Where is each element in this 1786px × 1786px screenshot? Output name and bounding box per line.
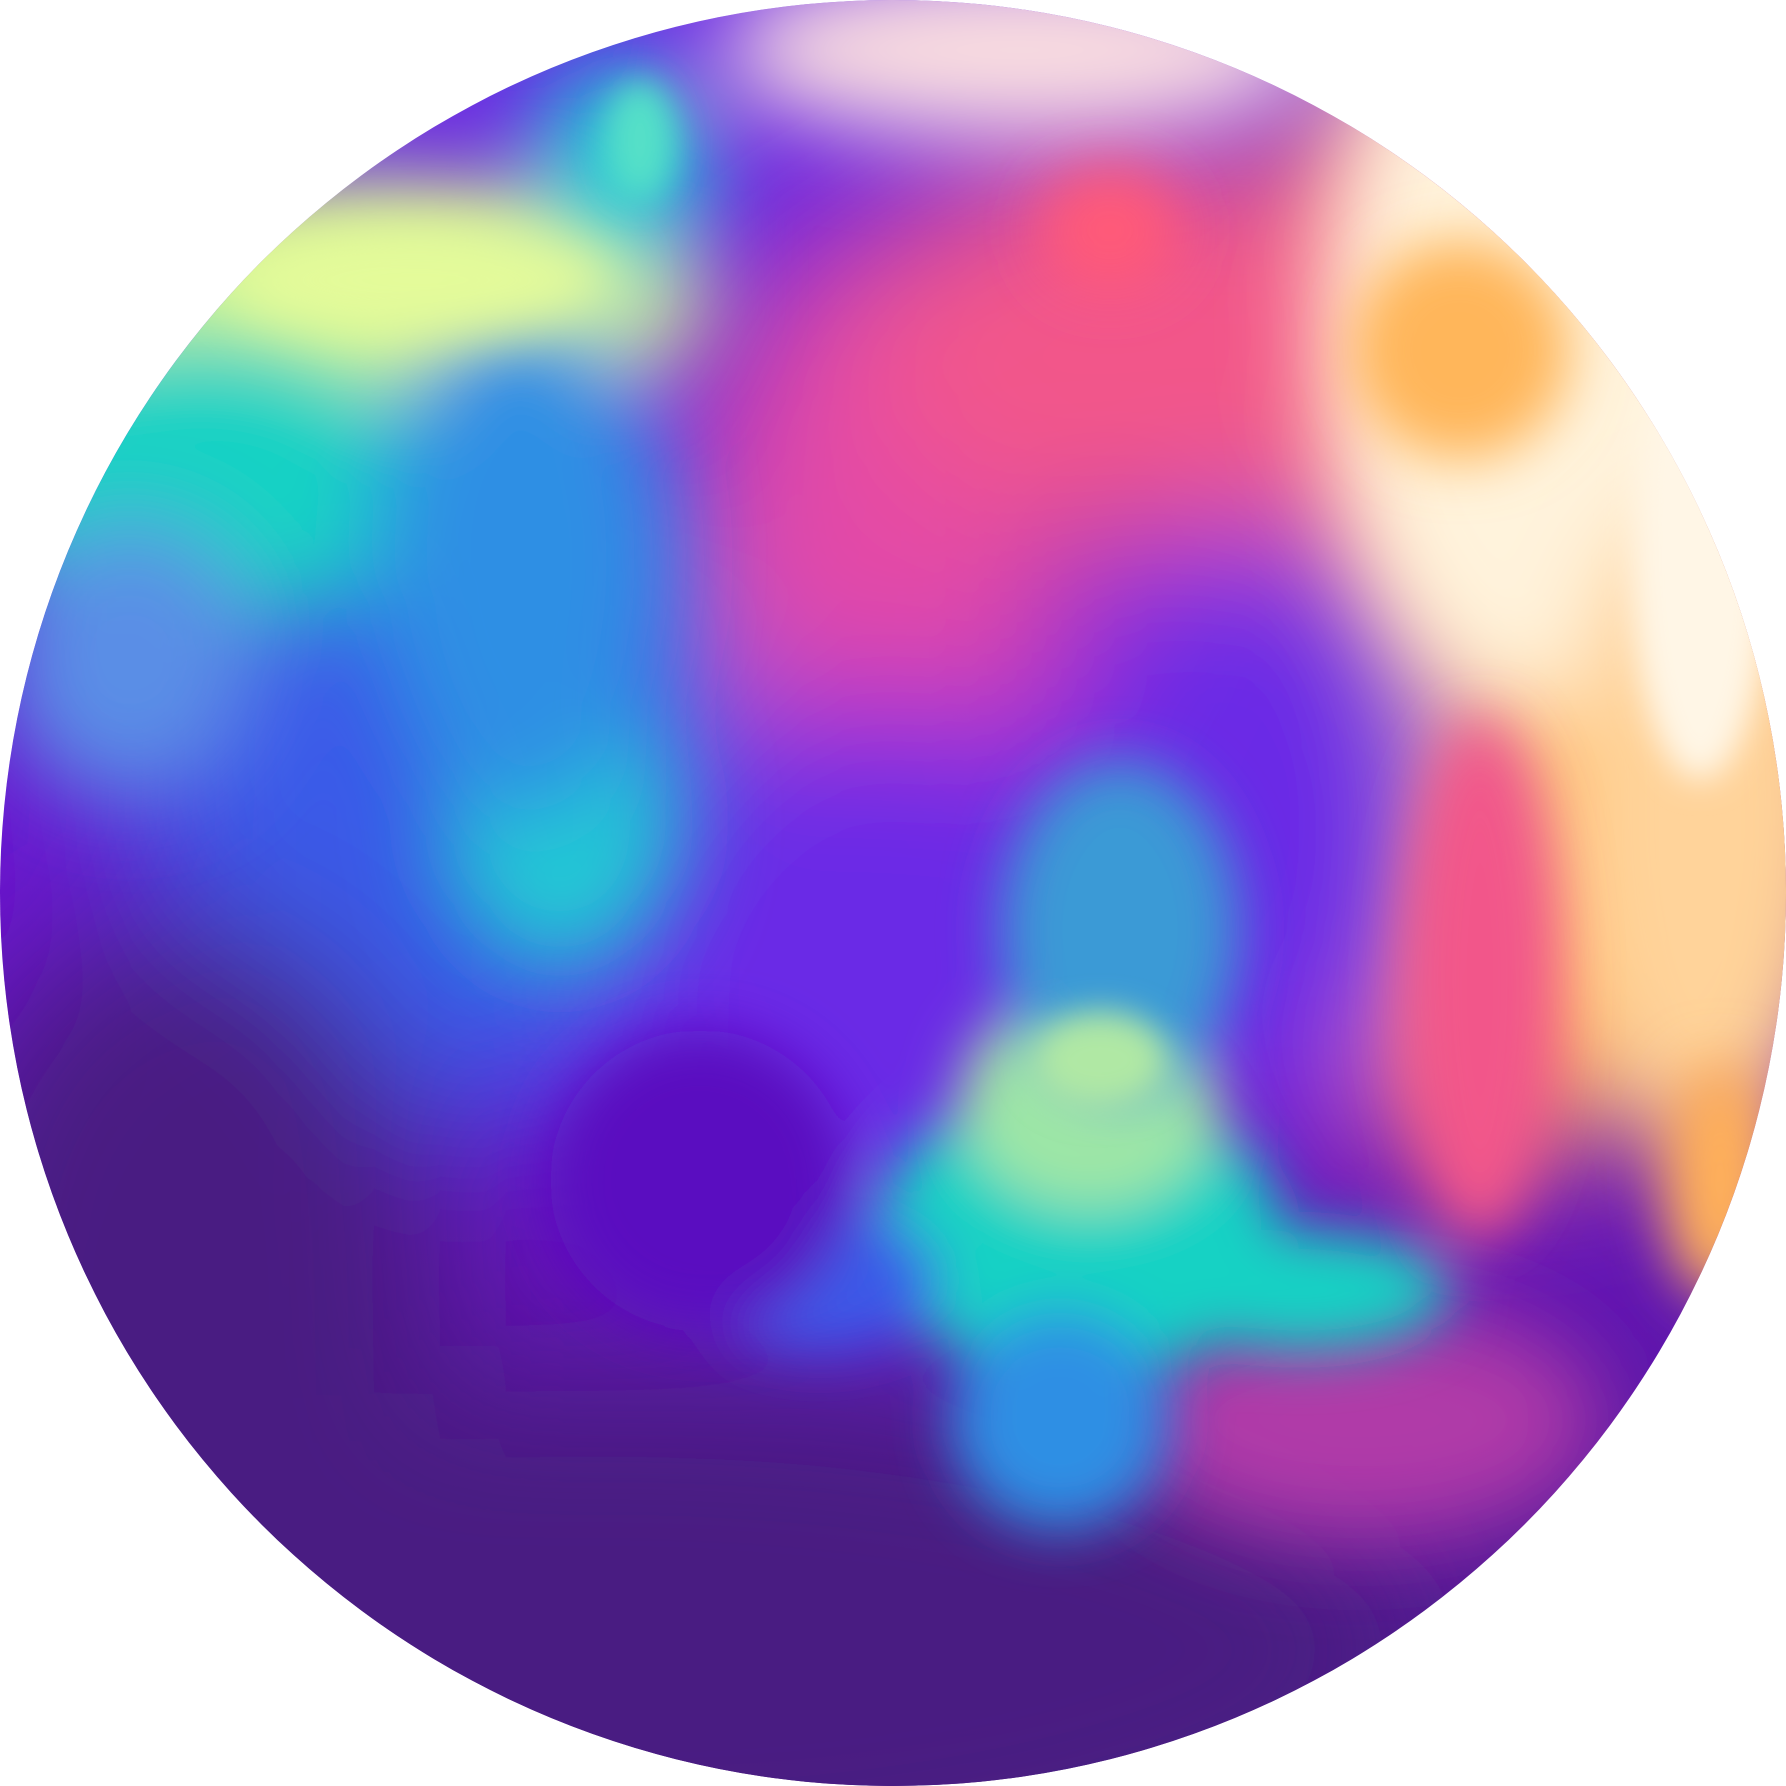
orb-region-orange-glow: [1350, 240, 1570, 460]
orb-region-pink: [860, 140, 1380, 540]
orb-region-sky-bottom: [950, 1310, 1170, 1530]
orb-region-orange-bottom-right: [1660, 1060, 1780, 1300]
orb-region-sky-stream: [370, 300, 670, 820]
orb-region-hot-pink-top: [1040, 170, 1180, 290]
orb-region-teal-streak: [1150, 1230, 1450, 1350]
orb-region-lime-core: [220, 220, 620, 340]
orb-region-magenta-bottom-right: [1120, 1300, 1600, 1540]
orb-highlight-cyan-wisp: [604, 80, 676, 200]
orb-region-sky-mid-right: [1000, 760, 1240, 1100]
orb-region-sky-left: [0, 520, 260, 800]
orb-highlight-mint-tip: [1030, 1010, 1170, 1110]
orb-highlight-cream-edge: [1630, 340, 1770, 780]
orb-region-violet-pocket: [550, 1030, 850, 1330]
orb-region-pink-right-vertical: [1400, 720, 1560, 1240]
